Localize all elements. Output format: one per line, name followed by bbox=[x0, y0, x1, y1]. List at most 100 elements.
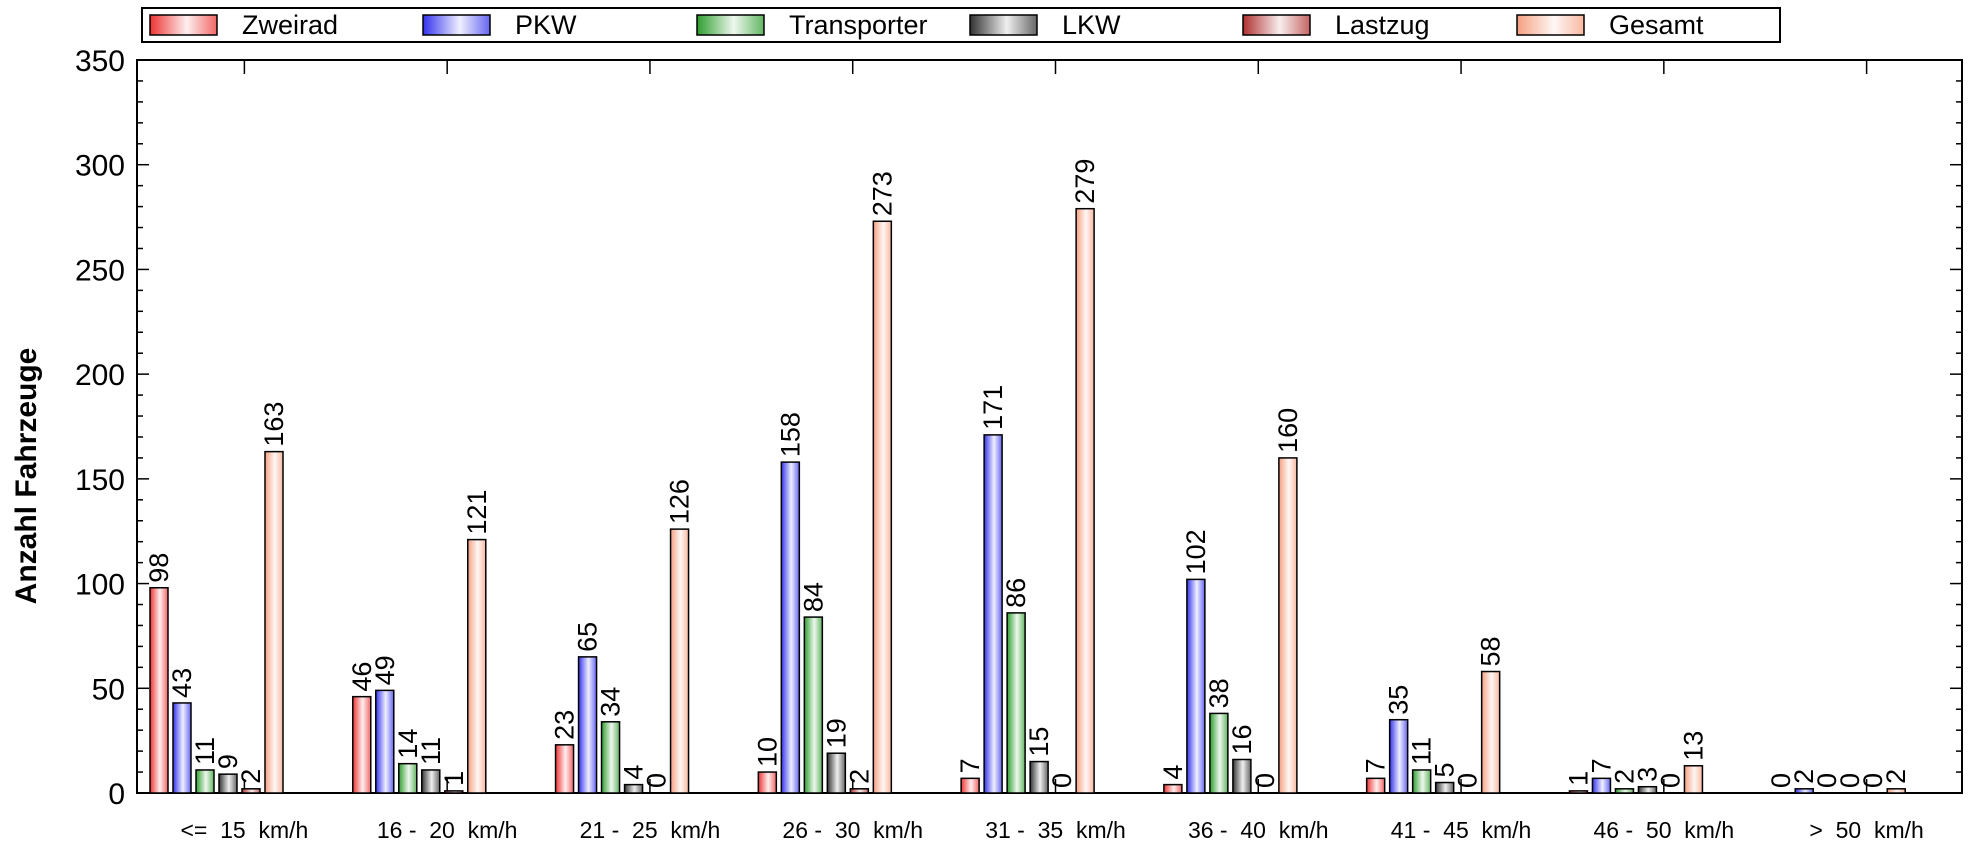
y-tick-label: 50 bbox=[92, 673, 125, 706]
data-label: 163 bbox=[259, 402, 289, 447]
data-label: 0 bbox=[642, 773, 672, 788]
bar-transporter bbox=[600, 721, 621, 794]
data-label: 0 bbox=[1858, 773, 1888, 788]
bars bbox=[149, 207, 1906, 794]
legend-label-zweirad: Zweirad bbox=[242, 10, 338, 40]
bar-transporter bbox=[398, 762, 418, 794]
x-tick-label: > 50 km/h bbox=[1809, 817, 1923, 843]
data-label: 2 bbox=[1881, 769, 1911, 784]
data-label: 5 bbox=[1430, 762, 1460, 777]
data-label: 65 bbox=[573, 622, 603, 652]
bar-gesamt bbox=[1480, 670, 1501, 794]
bar-transporter bbox=[195, 769, 215, 794]
x-tick-label: 21 - 25 km/h bbox=[580, 817, 721, 843]
legend-box bbox=[141, 7, 1781, 43]
legend: Zweirad PKW Transporter LKW Lastzug Gesamt bbox=[141, 7, 1781, 43]
y-tick-label: 200 bbox=[75, 359, 125, 392]
legend-label-lkw: LKW bbox=[1062, 10, 1121, 40]
bar-zweirad bbox=[1163, 783, 1183, 794]
bar-zweirad bbox=[554, 744, 575, 794]
bar-lastzug bbox=[849, 788, 870, 794]
bar-pkw bbox=[780, 461, 801, 794]
x-tick-label: 36 - 40 km/h bbox=[1188, 817, 1329, 843]
x-tick-label: 31 - 35 km/h bbox=[985, 817, 1126, 843]
data-label: 0 bbox=[1047, 773, 1077, 788]
bar-pkw bbox=[375, 689, 395, 794]
legend-swatch-lkw bbox=[969, 14, 1038, 36]
data-label: 4 bbox=[619, 765, 649, 780]
data-label: 15 bbox=[1024, 727, 1054, 757]
bar-zweirad bbox=[352, 695, 372, 794]
data-label: 19 bbox=[821, 718, 851, 748]
data-label: 13 bbox=[1678, 731, 1708, 761]
data-label: 11 bbox=[1407, 737, 1437, 765]
bar-pkw bbox=[172, 702, 192, 794]
bar-lkw bbox=[1434, 781, 1455, 794]
data-label: 16 bbox=[1227, 724, 1257, 754]
data-label: 7 bbox=[955, 758, 985, 773]
bar-lkw bbox=[826, 752, 847, 794]
x-tick-label: 26 - 30 km/h bbox=[782, 817, 923, 843]
y-tick-label: 250 bbox=[75, 254, 125, 287]
data-label: 14 bbox=[393, 729, 423, 759]
data-label: 279 bbox=[1070, 159, 1100, 204]
bar-zweirad bbox=[757, 771, 778, 794]
data-label: 86 bbox=[1001, 578, 1031, 608]
data-label: 1 bbox=[1563, 771, 1593, 786]
legend-label-gesamt: Gesamt bbox=[1609, 10, 1704, 40]
bar-gesamt bbox=[1886, 788, 1906, 794]
bar-transporter bbox=[803, 616, 824, 794]
y-axis-label: Anzahl Fahrzeuge bbox=[10, 348, 43, 605]
bar-lkw bbox=[1232, 758, 1252, 794]
data-label: 3 bbox=[1632, 767, 1662, 782]
bar-pkw bbox=[1794, 788, 1814, 794]
bar-gesamt bbox=[467, 538, 487, 794]
bar-pkw bbox=[1186, 578, 1206, 794]
data-label: 23 bbox=[550, 710, 580, 740]
x-tick-label: 16 - 20 km/h bbox=[377, 817, 518, 843]
y-tick-label: 100 bbox=[75, 569, 125, 602]
x-tick-label: 46 - 50 km/h bbox=[1594, 817, 1735, 843]
bar-gesamt bbox=[669, 528, 690, 794]
data-label: 35 bbox=[1384, 685, 1414, 715]
data-label: 38 bbox=[1204, 678, 1234, 708]
bar-pkw bbox=[577, 656, 598, 794]
legend-label-lastzug: Lastzug bbox=[1335, 10, 1430, 40]
plot-frame bbox=[136, 59, 1963, 794]
bar-lkw bbox=[1637, 785, 1658, 794]
data-label: 0 bbox=[1766, 773, 1796, 788]
data-label: 0 bbox=[1453, 773, 1483, 788]
bar-transporter bbox=[1411, 769, 1432, 794]
bar-lastzug bbox=[241, 788, 261, 794]
bar-lkw bbox=[218, 773, 238, 794]
legend-swatch-lastzug bbox=[1242, 14, 1311, 36]
bar-gesamt bbox=[1075, 207, 1095, 794]
data-label: 160 bbox=[1273, 408, 1303, 453]
bar-gesamt bbox=[1278, 457, 1298, 794]
data-label: 126 bbox=[665, 479, 695, 524]
data-label: 98 bbox=[144, 553, 174, 583]
data-label: 9 bbox=[213, 754, 243, 769]
data-label: 49 bbox=[370, 655, 400, 685]
data-label: 273 bbox=[867, 171, 897, 216]
data-label: 46 bbox=[347, 662, 377, 692]
data-label: 34 bbox=[596, 687, 626, 717]
bar-zweirad bbox=[149, 587, 169, 794]
bar-transporter bbox=[1006, 612, 1026, 794]
bar-gesamt bbox=[1683, 765, 1704, 794]
bar-lkw bbox=[623, 783, 644, 794]
y-tick-label: 350 bbox=[75, 45, 125, 78]
bar-zweirad bbox=[1568, 790, 1589, 794]
legend-swatch-gesamt bbox=[1516, 14, 1585, 36]
bar-lastzug bbox=[444, 790, 464, 794]
data-label: 158 bbox=[775, 412, 805, 457]
bar-pkw bbox=[1591, 777, 1612, 794]
bar-lkw bbox=[1029, 760, 1049, 794]
data-label: 11 bbox=[190, 737, 220, 765]
bar-gesamt bbox=[872, 220, 893, 794]
legend-label-pkw: PKW bbox=[515, 10, 577, 40]
